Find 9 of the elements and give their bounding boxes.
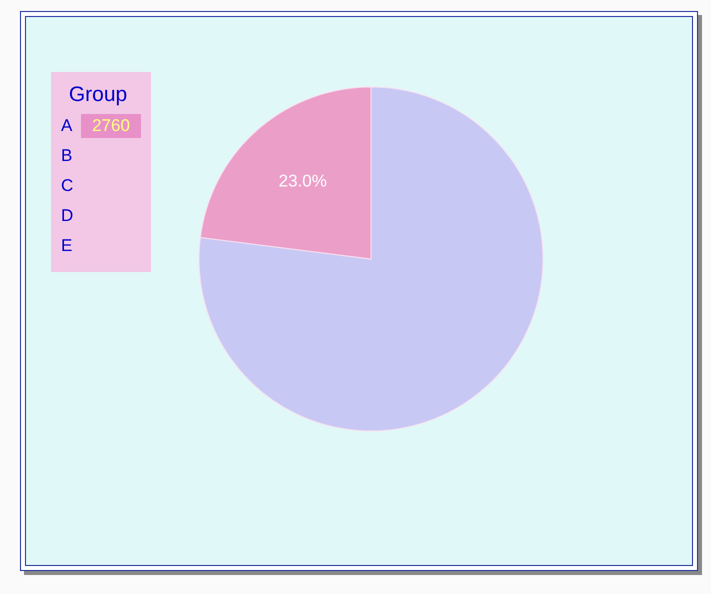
data-label: 23.0% xyxy=(278,172,327,191)
text: 2760 xyxy=(92,116,130,135)
pie-slice xyxy=(198,86,544,432)
text: E xyxy=(61,236,72,255)
text: C xyxy=(61,176,74,195)
legend-title: Group xyxy=(68,83,128,106)
text: D xyxy=(61,206,74,225)
legend-label: A xyxy=(61,116,73,135)
text: B xyxy=(61,146,72,165)
